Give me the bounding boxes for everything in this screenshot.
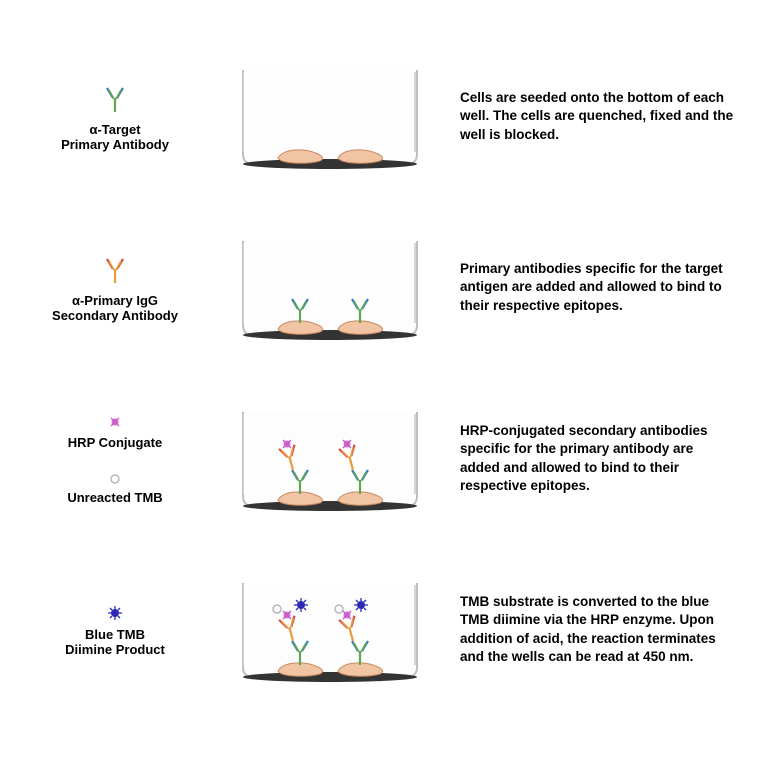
legend-hrp-label: HRP Conjugate [68,435,162,450]
legend-primary-label: α-Target Primary Antibody [61,122,169,152]
desc-step-3: HRP-conjugated secondary antibodies spec… [460,422,734,495]
legend-blue-tmb-label: Blue TMB Diimine Product [65,627,165,657]
blue-tmb-icon [105,603,125,623]
legend-primary-antibody: α-Target Primary Antibody [30,82,200,152]
legend-stack-3: HRP Conjugate Unreacted TMB [30,413,200,505]
secondary-antibody-icon [97,253,133,289]
legend-unreacted-tmb: Unreacted TMB [30,472,200,505]
legend-secondary-label: α-Primary IgG Secondary Antibody [52,293,178,323]
desc-step-4: TMB substrate is converted to the blue T… [460,593,734,666]
well-step-3 [220,404,440,514]
well-step-2 [220,233,440,343]
well-step-1 [220,62,440,172]
legend-unreacted-label: Unreacted TMB [67,490,162,505]
legend-blue-tmb: Blue TMB Diimine Product [30,603,200,657]
legend-secondary-antibody: α-Primary IgG Secondary Antibody [30,253,200,323]
primary-antibody-icon [97,82,133,118]
well-step-4 [220,575,440,685]
well-3-svg [235,404,425,514]
well-1-svg [235,62,425,172]
unreacted-tmb-icon [108,472,122,486]
legend-hrp: HRP Conjugate [30,413,200,450]
step-4-row: Blue TMB Diimine Product TMB substrate i… [30,575,734,685]
desc-step-1: Cells are seeded onto the bottom of each… [460,89,734,144]
hrp-icon [106,413,124,431]
desc-step-2: Primary antibodies specific for the targ… [460,260,734,315]
well-4-svg [235,575,425,685]
step-1-row: α-Target Primary Antibody Cells are seed… [30,62,734,172]
well-2-svg [235,233,425,343]
step-3-row: HRP Conjugate Unreacted TMB HRP-conjugat… [30,404,734,514]
step-2-row: α-Primary IgG Secondary Antibody Primary… [30,233,734,343]
